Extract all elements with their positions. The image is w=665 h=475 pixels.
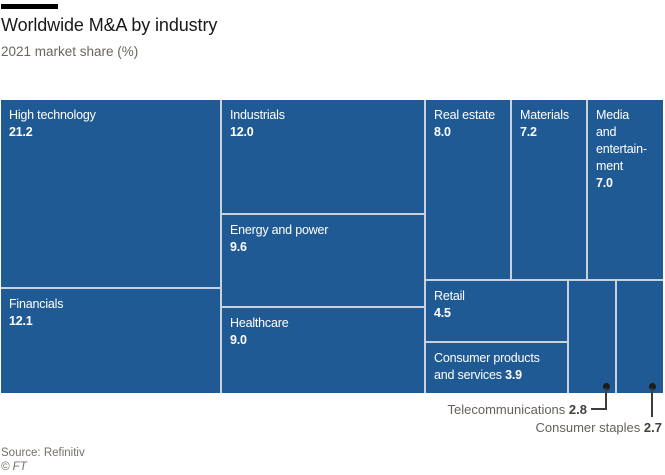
cell-value: 9.6: [230, 240, 247, 254]
treemap: High technology 21.2 Financials 12.1 Ind…: [1, 100, 663, 393]
callout-label-telecommunications: Telecommunications 2.8: [448, 402, 587, 417]
callout-line-telecommunications: [591, 408, 607, 410]
cell-value: 9.0: [230, 333, 247, 347]
treemap-cell-healthcare: Healthcare 9.0: [222, 308, 424, 393]
cell-value: 3.9: [505, 368, 522, 382]
cell-label: Industrials: [230, 108, 285, 122]
treemap-cell-telecommunications: [569, 281, 615, 393]
cell-label: Real estate: [434, 108, 496, 122]
cell-value: 21.2: [9, 125, 33, 139]
callout-dot-consumer-staples: [649, 383, 656, 390]
callout-label-consumer-staples: Consumer staples 2.7: [536, 420, 662, 435]
treemap-cell-consumer-products-and-services: Consumer products and services 3.9: [426, 343, 567, 393]
treemap-cell-high-technology: High technology 21.2: [1, 100, 220, 287]
callout-value: 2.7: [643, 420, 662, 435]
treemap-cell-real-estate: Real estate 8.0: [426, 100, 510, 279]
cell-value: 4.5: [434, 306, 451, 320]
cell-label: Energy and power: [230, 223, 329, 237]
cell-value: 7.2: [520, 125, 537, 139]
treemap-cell-consumer-staples: [617, 281, 663, 393]
cell-value: 7.0: [596, 176, 613, 190]
cell-label: Retail: [434, 289, 465, 303]
treemap-cell-energy-and-power: Energy and power 9.6: [222, 215, 424, 306]
cell-value: 12.0: [230, 125, 254, 139]
cell-label: Financials: [9, 297, 64, 311]
cell-label: Media and entertain- ment: [596, 108, 647, 173]
cell-label: Materials: [520, 108, 569, 122]
callout-text: Telecommunications: [447, 402, 566, 417]
callout-text: Consumer staples: [535, 420, 641, 435]
treemap-cell-financials: Financials 12.1: [1, 289, 220, 393]
accent-bar: [1, 4, 58, 9]
cell-label: Healthcare: [230, 316, 289, 330]
treemap-cell-materials: Materials 7.2: [512, 100, 586, 279]
cell-value: 12.1: [9, 314, 33, 328]
callout-line-consumer-staples: [651, 388, 653, 417]
cell-label: Consumer products and services: [434, 351, 540, 382]
callout-line-telecommunications: [605, 388, 607, 409]
chart-subtitle: 2021 market share (%): [1, 44, 139, 59]
treemap-cell-media-and-entertainment: Media and entertain- ment 7.0: [588, 100, 663, 279]
chart-title: Worldwide M&A by industry: [1, 15, 218, 35]
ft-credit: © FT: [1, 461, 27, 473]
cell-value: 8.0: [434, 125, 451, 139]
cell-label: High technology: [9, 108, 96, 122]
callout-dot-telecommunications: [603, 383, 610, 390]
source-note: Source: Refinitiv: [1, 447, 85, 459]
treemap-cell-industrials: Industrials 12.0: [222, 100, 424, 213]
treemap-cell-retail: Retail 4.5: [426, 281, 567, 341]
callout-value: 2.8: [568, 402, 587, 417]
